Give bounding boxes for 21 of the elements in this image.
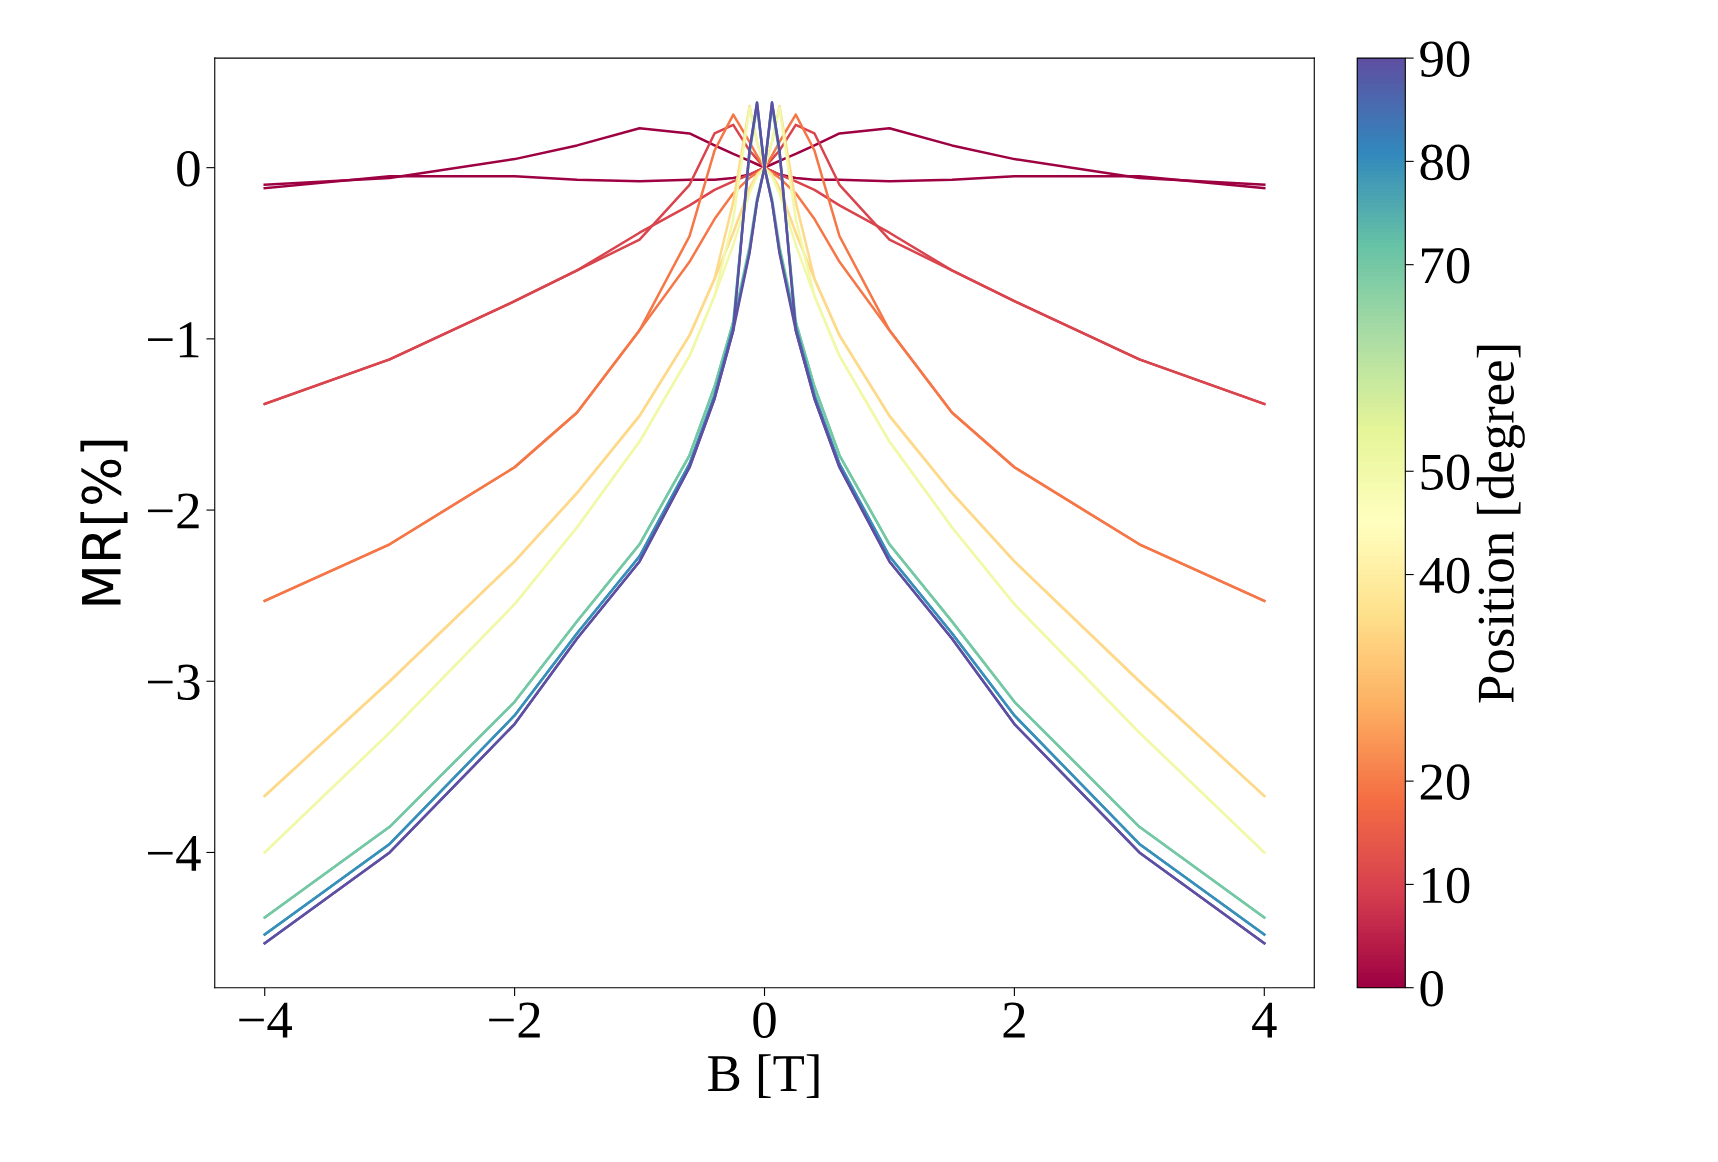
y-tick-label: 0 bbox=[177, 150, 200, 187]
x-tick-label: −4 bbox=[239, 1002, 292, 1038]
y-tick-label: −1 bbox=[148, 322, 199, 358]
x-tick-label: 2 bbox=[1003, 1002, 1025, 1038]
y-tick-label: −4 bbox=[148, 836, 201, 871]
color-bar-label: 10 bbox=[1423, 867, 1470, 904]
x-axis-title: B [T] bbox=[708, 1054, 819, 1098]
color-bar-label: 70 bbox=[1422, 247, 1470, 284]
color-bar-label: 80 bbox=[1420, 144, 1470, 181]
color-bar-label: 40 bbox=[1419, 557, 1470, 594]
y-tick-label: −2 bbox=[148, 493, 199, 529]
y-tick-label: −3 bbox=[148, 664, 200, 701]
color-bar-label: 90 bbox=[1420, 41, 1470, 77]
color-bar-title: Position [degree] bbox=[1476, 345, 1525, 703]
x-tick-label: 0 bbox=[753, 1002, 776, 1039]
x-tick-label: −2 bbox=[489, 1002, 540, 1038]
color-bar-label: 20 bbox=[1420, 764, 1470, 800]
color-bar-label: 0 bbox=[1420, 970, 1443, 1007]
x-tick-label: 4 bbox=[1252, 1002, 1277, 1038]
color-bar-label: 50 bbox=[1421, 454, 1470, 491]
y-axis-title: MR[%] bbox=[80, 440, 128, 605]
